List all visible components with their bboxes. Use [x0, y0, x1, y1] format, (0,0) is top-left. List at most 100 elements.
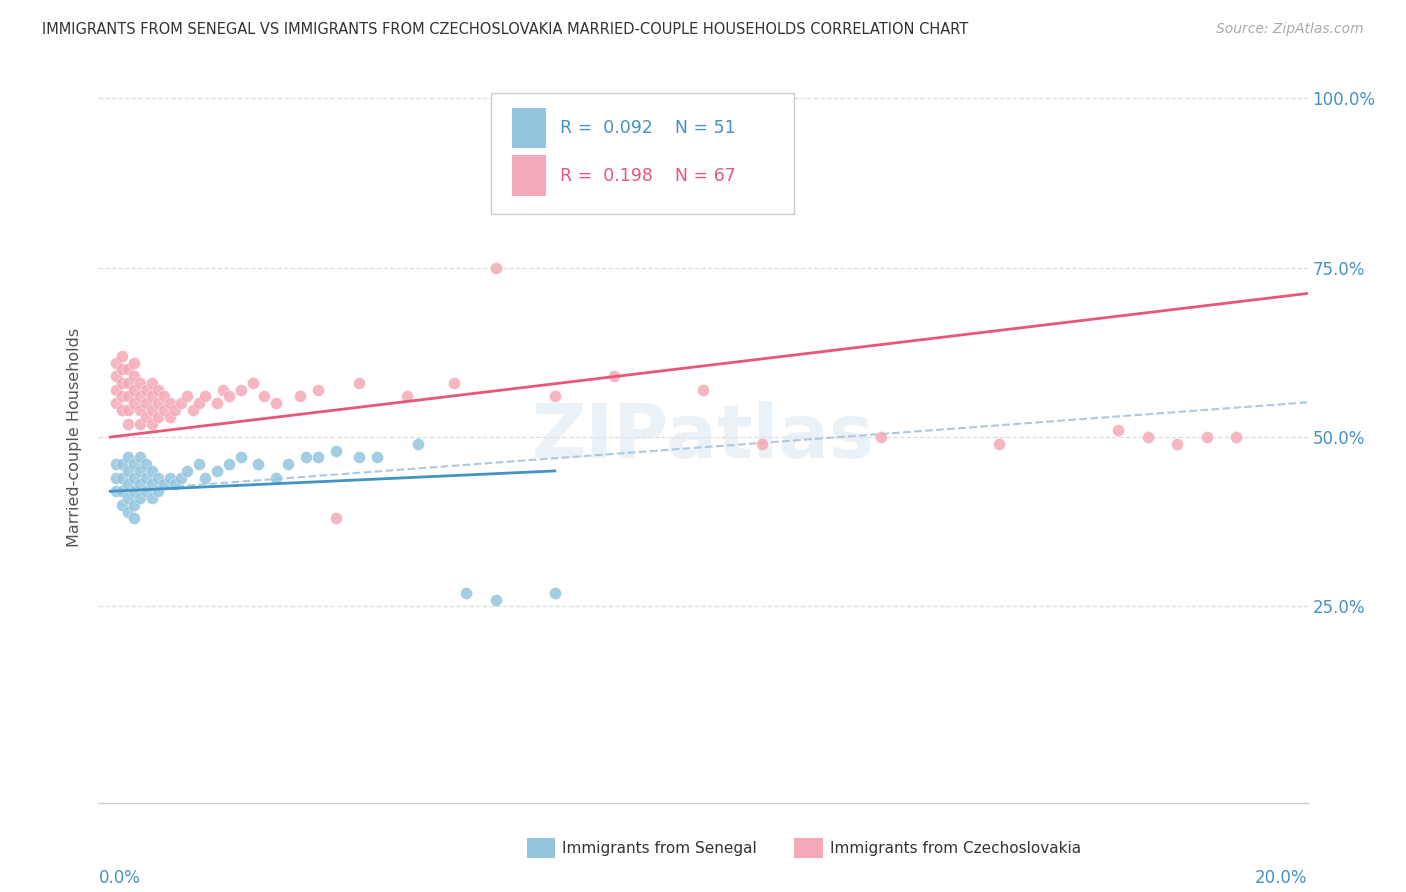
- Bar: [512, 155, 546, 195]
- Point: [117, 464, 139, 478]
- Point: [194, 389, 217, 403]
- Point: [105, 471, 128, 485]
- Point: [135, 383, 157, 397]
- Point: [443, 376, 465, 390]
- Text: ZIPatlas: ZIPatlas: [531, 401, 875, 474]
- Point: [176, 389, 198, 403]
- Point: [152, 403, 174, 417]
- Bar: [512, 108, 546, 148]
- Point: [366, 450, 388, 465]
- Point: [218, 457, 240, 471]
- Point: [141, 477, 163, 491]
- Point: [122, 471, 145, 485]
- Point: [135, 457, 157, 471]
- Point: [988, 437, 1011, 451]
- Point: [347, 376, 370, 390]
- Point: [111, 471, 134, 485]
- Point: [111, 403, 134, 417]
- Point: [117, 376, 139, 390]
- Point: [105, 383, 128, 397]
- Point: [111, 349, 134, 363]
- Point: [122, 383, 145, 397]
- Point: [181, 403, 204, 417]
- Point: [170, 471, 193, 485]
- Point: [325, 511, 347, 525]
- Point: [264, 471, 287, 485]
- Point: [146, 396, 169, 410]
- Point: [117, 362, 139, 376]
- Point: [484, 260, 506, 275]
- Point: [129, 464, 152, 478]
- Point: [117, 389, 139, 403]
- Point: [194, 471, 217, 485]
- Point: [242, 376, 264, 390]
- Point: [117, 417, 139, 431]
- Point: [122, 369, 145, 384]
- Point: [395, 389, 418, 403]
- Point: [111, 362, 134, 376]
- Point: [111, 457, 134, 471]
- Point: [122, 457, 145, 471]
- Point: [146, 484, 169, 499]
- Point: [1166, 437, 1188, 451]
- Point: [105, 396, 128, 410]
- Text: R =  0.092    N = 51: R = 0.092 N = 51: [561, 119, 735, 137]
- Point: [544, 389, 567, 403]
- Point: [135, 396, 157, 410]
- Point: [117, 477, 139, 491]
- Point: [264, 396, 287, 410]
- Point: [229, 383, 252, 397]
- Point: [159, 471, 181, 485]
- Point: [135, 409, 157, 424]
- Point: [146, 409, 169, 424]
- Point: [135, 471, 157, 485]
- Point: [152, 389, 174, 403]
- Point: [1225, 430, 1247, 444]
- Point: [253, 389, 276, 403]
- Text: IMMIGRANTS FROM SENEGAL VS IMMIGRANTS FROM CZECHOSLOVAKIA MARRIED-COUPLE HOUSEHO: IMMIGRANTS FROM SENEGAL VS IMMIGRANTS FR…: [42, 22, 969, 37]
- Point: [159, 409, 181, 424]
- Point: [129, 376, 152, 390]
- Point: [307, 450, 329, 465]
- Point: [129, 403, 152, 417]
- Point: [105, 484, 128, 499]
- Point: [122, 355, 145, 369]
- Text: Immigrants from Senegal: Immigrants from Senegal: [562, 841, 758, 855]
- Point: [141, 464, 163, 478]
- Point: [544, 586, 567, 600]
- Point: [205, 464, 228, 478]
- Text: R =  0.198    N = 67: R = 0.198 N = 67: [561, 167, 737, 185]
- Point: [165, 403, 187, 417]
- Point: [692, 383, 714, 397]
- Point: [117, 403, 139, 417]
- Point: [146, 471, 169, 485]
- Point: [307, 383, 329, 397]
- Point: [188, 457, 211, 471]
- Point: [869, 430, 891, 444]
- Point: [218, 389, 240, 403]
- Point: [129, 417, 152, 431]
- Text: 0.0%: 0.0%: [98, 869, 141, 887]
- Point: [141, 417, 163, 431]
- Point: [603, 369, 626, 384]
- Point: [325, 443, 347, 458]
- Point: [117, 505, 139, 519]
- Point: [288, 389, 311, 403]
- Point: [141, 403, 163, 417]
- Point: [295, 450, 318, 465]
- Point: [117, 491, 139, 505]
- Point: [141, 491, 163, 505]
- FancyBboxPatch shape: [492, 94, 793, 214]
- Point: [129, 477, 152, 491]
- Text: Source: ZipAtlas.com: Source: ZipAtlas.com: [1216, 22, 1364, 37]
- Point: [111, 376, 134, 390]
- Point: [146, 383, 169, 397]
- Point: [129, 450, 152, 465]
- Point: [1107, 423, 1129, 437]
- Point: [129, 389, 152, 403]
- Point: [141, 376, 163, 390]
- Point: [122, 511, 145, 525]
- Point: [277, 457, 299, 471]
- Point: [117, 450, 139, 465]
- Point: [484, 592, 506, 607]
